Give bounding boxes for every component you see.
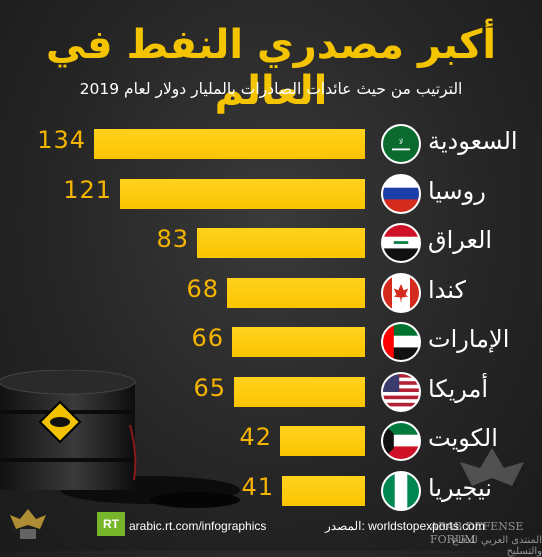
category-label: السعودية — [428, 127, 518, 155]
russia-flag-icon — [381, 173, 421, 214]
bar — [232, 327, 365, 357]
data-label: 65 — [193, 373, 226, 402]
source-url[interactable]: arabic.rt.com/infographics — [129, 519, 267, 533]
data-label: 41 — [241, 472, 274, 501]
category-label: الإمارات — [428, 325, 510, 353]
iraq-flag-icon — [381, 223, 421, 263]
chart-subtitle: الترتيب من حيث عائدات الصادرات بالمليار … — [79, 80, 463, 98]
bar — [227, 277, 365, 308]
watermark-emblem-left-icon — [10, 509, 46, 539]
bar — [94, 129, 365, 159]
data-label: 66 — [191, 324, 224, 352]
bar-row: 121 روسيا — [0, 173, 542, 214]
nigeria-flag-icon — [381, 470, 421, 511]
bar-row: 83 العراق — [0, 223, 542, 263]
source-label: المصدر: worldstopexports.com — [325, 519, 485, 533]
saudi-arabia-flag-icon: ﻻ — [381, 124, 421, 164]
watermark-text: ARAB DEFENSE FORUM — [430, 520, 524, 546]
bar-row: 41 نيجيريا — [0, 470, 542, 511]
chart-title: أكبر مصدري النفط في العالم — [45, 22, 497, 114]
watermark-text-arabic: المنتدى العربي للدفاع والتسليح — [452, 535, 542, 557]
rt-logo-icon: RT — [97, 512, 125, 536]
category-label: روسيا — [428, 176, 486, 205]
bar — [120, 178, 365, 209]
bar-row: 65 أمريكا — [0, 371, 542, 412]
bar — [282, 475, 365, 506]
watermark-emblem-right-icon — [460, 448, 524, 486]
bar — [234, 376, 365, 407]
bar — [280, 426, 365, 456]
category-label: الكويت — [428, 424, 498, 452]
bar-row: 66 الإمارات — [0, 322, 542, 362]
svg-text:ﻻ: ﻻ — [399, 137, 403, 146]
bar — [197, 228, 365, 258]
uae-flag-icon — [381, 322, 421, 362]
oil-barrel-illustration — [0, 370, 240, 508]
category-label: أمريكا — [428, 374, 489, 403]
bar-row: 42 الكويت — [0, 421, 542, 461]
kuwait-flag-icon — [381, 421, 421, 461]
category-label: كندا — [428, 275, 466, 304]
data-label: 42 — [239, 423, 272, 451]
category-label: نيجيريا — [428, 473, 492, 502]
bar-row: 134 ﻻ السعودية — [0, 124, 542, 164]
data-label: 83 — [156, 225, 189, 253]
category-label: العراق — [428, 226, 493, 254]
data-label: 134 — [37, 126, 86, 154]
data-label: 121 — [63, 175, 112, 204]
usa-flag-icon — [381, 371, 421, 412]
bar-row: 68 كندا — [0, 272, 542, 313]
canada-flag-icon — [381, 272, 421, 313]
data-label: 68 — [186, 274, 219, 303]
